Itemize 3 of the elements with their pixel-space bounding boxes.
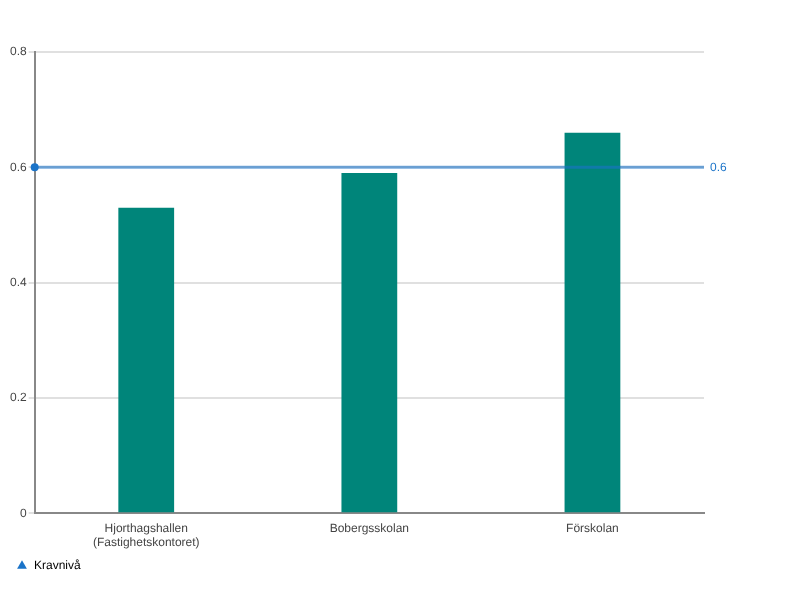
bar: [564, 132, 621, 513]
bar: [118, 207, 175, 513]
bar: [341, 173, 398, 513]
